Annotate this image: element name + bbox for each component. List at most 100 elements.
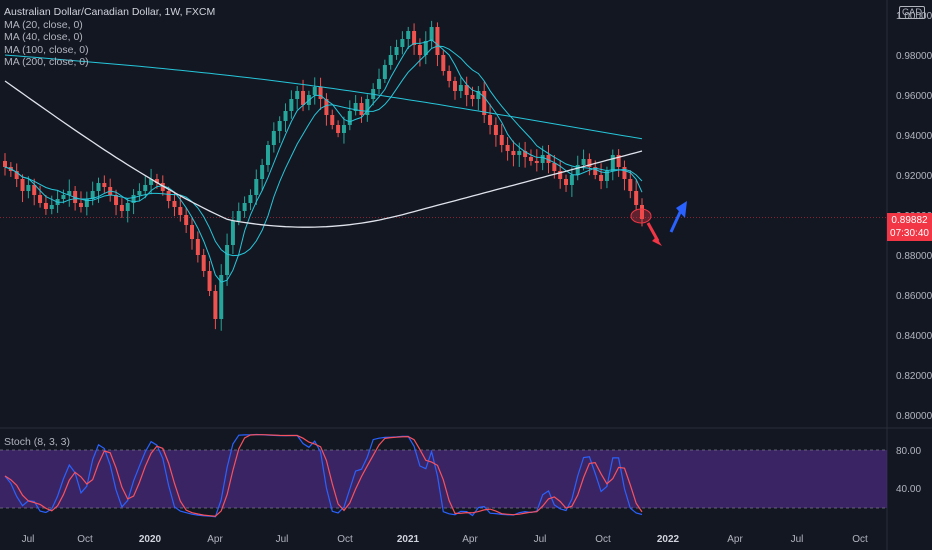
candle-body [458,85,463,91]
time-tick-label: 2020 [139,534,162,545]
candle-body [67,191,72,195]
candle-body [593,167,598,175]
highlight-ellipse [630,208,652,224]
candle-body [447,71,452,81]
candle-body [365,99,370,115]
time-tick-label: Jul [22,534,35,545]
candle-body [558,171,563,179]
candle-body [569,175,574,185]
candle-body [587,159,592,167]
price-axis[interactable]: 0.800000.820000.840000.860000.880000.900… [896,11,932,495]
red-down-arrow-shaft [646,222,660,242]
candle-body [160,183,165,191]
time-tick-label: Jul [534,534,547,545]
time-tick-label: Oct [77,534,93,545]
candle-body [493,125,498,135]
candle-body [353,103,358,111]
candle-body [394,47,399,55]
price-tick-label: 1.00000 [896,11,932,22]
candle-body [347,111,352,125]
symbol-title: Australian Dollar/Canadian Dollar, 1W, F… [4,6,216,18]
indicator-ma100[interactable]: MA (100, close, 0) [4,43,89,56]
price-tick-label: 0.84000 [896,331,932,342]
candle-body [546,155,551,163]
candle-body [242,203,247,211]
candle-body [412,31,417,45]
candle-body [423,41,428,55]
candle-body [26,185,31,191]
currency-label: CAD [899,6,926,19]
price-tick-label: 0.96000 [896,91,932,102]
annotations [630,201,687,246]
candle-body [49,205,54,209]
last-price-value: 0.89882 [891,215,928,226]
candle-body [534,161,539,163]
indicator-ma40[interactable]: MA (40, close, 0) [4,31,83,44]
time-tick-label: Apr [207,534,223,545]
candle-body [564,179,569,185]
candle-body [324,99,329,115]
price-tick-label: 0.80000 [896,411,932,422]
indicator-ma200[interactable]: MA (200, close, 0) [4,56,89,69]
red-down-arrow [648,223,662,246]
time-tick-label: Jul [791,534,804,545]
candle-body [248,195,253,203]
candle-body [476,91,481,99]
candle-body [382,65,387,79]
blue-up-arrow [676,201,687,218]
candle-body [511,151,516,155]
candle-body [201,255,206,271]
candle-body [43,203,48,209]
candle-body [283,111,288,121]
time-tick-label: Apr [727,534,743,545]
stoch-label[interactable]: Stoch (8, 3, 3) [4,436,70,448]
time-tick-label: 2022 [657,534,680,545]
candle-body [640,205,644,219]
candle-body [61,195,66,199]
time-axis[interactable]: Jul Oct 2020 Apr Jul Oct 2021 Apr Jul Oct 2022 Apr J… [22,534,868,545]
candle-body [581,159,586,165]
candle-body [195,239,200,255]
candle-body [528,157,533,161]
candle-body [78,203,83,207]
stoch-tick-label: 40.00 [896,484,921,495]
candle-body [90,191,95,199]
candle-body [277,121,282,131]
candle-body [154,179,159,183]
time-tick-label: Jul [276,534,289,545]
price-tick-label: 0.94000 [896,131,932,142]
candle-body [230,221,235,245]
candle-body [184,215,189,225]
candle-body [616,155,621,167]
candle-body [260,165,265,179]
candle-body [435,27,440,55]
candle-body [628,179,633,191]
candles [3,20,644,331]
time-tick-label: 2021 [397,534,420,545]
candle-body [341,125,346,133]
candle-body [96,183,101,191]
candle-body [265,145,270,165]
candle-body [622,167,627,179]
candle-body [575,165,580,175]
candle-body [517,151,522,155]
price-tick-label: 0.86000 [896,291,932,302]
candle-body [505,145,510,151]
time-tick-label: Apr [462,534,478,545]
countdown: 07:30:40 [890,228,929,239]
candle-body [236,211,241,221]
candle-body [190,225,195,239]
candle-body [499,135,504,145]
indicator-ma20[interactable]: MA (20, close, 0) [4,18,83,31]
candle-body [73,191,78,203]
ma20-line [4,39,643,283]
candle-body [482,91,487,115]
price-tick-label: 0.92000 [896,171,932,182]
candle-body [540,155,545,163]
candle-body [225,245,230,275]
candle-body [137,191,142,195]
candle-body [14,171,19,179]
candle-body [114,195,119,205]
candle-body [336,125,341,133]
